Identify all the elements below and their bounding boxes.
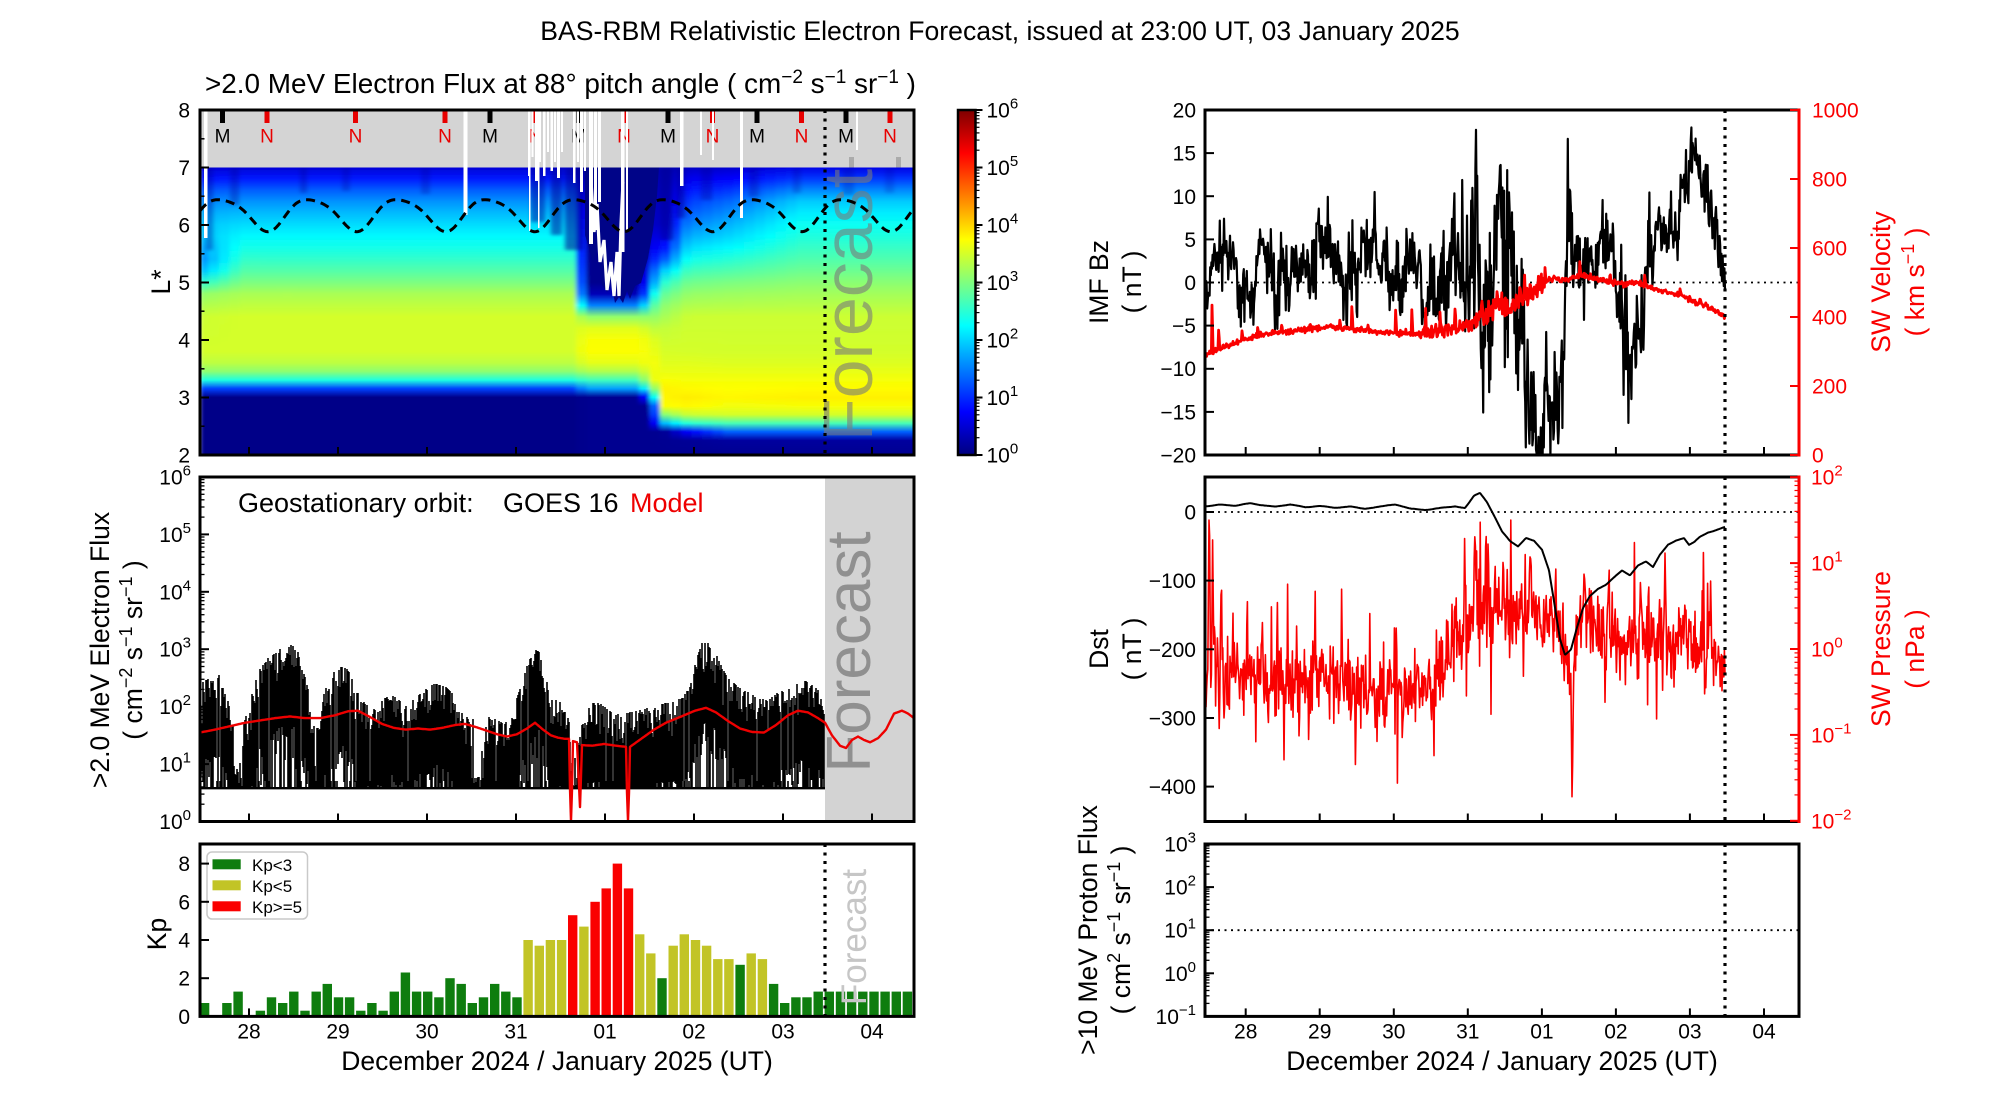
- svg-text:−5: −5: [1172, 315, 1196, 338]
- svg-text:Kp<3: Kp<3: [252, 856, 292, 875]
- svg-text:( nPa ): ( nPa ): [1900, 609, 1930, 689]
- svg-text:0: 0: [178, 1006, 190, 1029]
- svg-text:IMF Bz: IMF Bz: [1084, 240, 1114, 324]
- svg-text:Geostationary orbit:: Geostationary orbit:: [238, 488, 474, 518]
- svg-text:Forecast: Forecast: [809, 169, 887, 441]
- svg-text:10: 10: [1173, 186, 1196, 209]
- svg-text:103​: 103​: [987, 268, 1019, 295]
- svg-text:GOES 16: GOES 16: [503, 488, 619, 518]
- svg-text:Kp: Kp: [142, 918, 172, 950]
- svg-text:31: 31: [504, 1020, 527, 1043]
- svg-text:BAS-RBM Relativistic Electron: BAS-RBM Relativistic Electron Forecast, …: [540, 16, 1459, 46]
- svg-text:N: N: [795, 127, 809, 148]
- svg-text:Model: Model: [630, 488, 704, 518]
- svg-text:Dst: Dst: [1084, 628, 1114, 668]
- svg-text:03: 03: [1678, 1020, 1701, 1043]
- svg-text:100​: 100​: [987, 441, 1019, 468]
- svg-text:−10: −10: [1160, 358, 1196, 381]
- svg-text:December 2024 / January 2025 (: December 2024 / January 2025 (UT): [1286, 1046, 1718, 1076]
- svg-text:6: 6: [178, 215, 190, 238]
- svg-text:>2.0 MeV Electron Flux at 88°: >2.0 MeV Electron Flux at 88° pitch angl…: [205, 67, 916, 99]
- svg-text:−200: −200: [1149, 639, 1196, 662]
- svg-text:6: 6: [178, 891, 190, 914]
- svg-text:N: N: [438, 127, 452, 148]
- svg-text:02: 02: [682, 1020, 705, 1043]
- svg-text:−15: −15: [1160, 401, 1196, 424]
- svg-text:28: 28: [1234, 1020, 1257, 1043]
- svg-text:0: 0: [1812, 445, 1824, 468]
- svg-text:0: 0: [1184, 502, 1196, 525]
- svg-text:04: 04: [860, 1020, 884, 1043]
- svg-text:>10 MeV Proton Flux: >10 MeV Proton Flux: [1073, 805, 1103, 1055]
- svg-text:20: 20: [1173, 100, 1196, 123]
- svg-text:December 2024 / January 2025 (: December 2024 / January 2025 (UT): [341, 1046, 773, 1076]
- svg-text:101​: 101​: [987, 383, 1019, 410]
- svg-text:M: M: [749, 127, 765, 148]
- svg-text:4: 4: [178, 330, 190, 353]
- svg-text:30: 30: [1382, 1020, 1405, 1043]
- svg-text:( nT ): ( nT ): [1117, 618, 1147, 681]
- svg-text:Kp<5: Kp<5: [252, 877, 292, 896]
- svg-text:800: 800: [1812, 169, 1847, 192]
- svg-text:N: N: [260, 127, 274, 148]
- svg-text:−100: −100: [1149, 570, 1196, 593]
- svg-text:100​: 100​: [159, 807, 191, 834]
- svg-text:M: M: [482, 127, 498, 148]
- svg-text:Forecast: Forecast: [815, 531, 884, 772]
- svg-text:01: 01: [593, 1020, 616, 1043]
- svg-text:L*: L*: [146, 269, 176, 294]
- svg-text:SW Velocity: SW Velocity: [1866, 211, 1896, 353]
- svg-text:15: 15: [1173, 143, 1196, 166]
- svg-text:200: 200: [1812, 376, 1847, 399]
- svg-text:−400: −400: [1149, 776, 1196, 799]
- svg-text:5: 5: [1184, 229, 1196, 252]
- svg-text:8: 8: [178, 100, 190, 123]
- svg-text:−300: −300: [1149, 708, 1196, 731]
- svg-text:>2.0 MeV Electron Flux: >2.0 MeV Electron Flux: [85, 512, 115, 788]
- svg-text:−20: −20: [1160, 445, 1196, 468]
- svg-text:29: 29: [1308, 1020, 1331, 1043]
- svg-text:0: 0: [1184, 272, 1196, 295]
- svg-text:8: 8: [178, 853, 190, 876]
- svg-text:01: 01: [1530, 1020, 1553, 1043]
- svg-text:400: 400: [1812, 307, 1847, 330]
- svg-text:SW Pressure: SW Pressure: [1866, 571, 1896, 727]
- svg-text:N: N: [349, 127, 363, 148]
- svg-text:( nT ): ( nT ): [1117, 251, 1147, 314]
- svg-text:3: 3: [178, 387, 190, 410]
- svg-text:M: M: [215, 127, 231, 148]
- svg-text:1000: 1000: [1812, 100, 1859, 123]
- svg-text:( km s−1​ ): ( km s−1​ ): [1898, 228, 1930, 337]
- svg-text:600: 600: [1812, 238, 1847, 261]
- svg-text:2: 2: [178, 445, 190, 468]
- svg-text:7: 7: [178, 157, 190, 180]
- svg-text:4: 4: [178, 930, 190, 953]
- svg-text:N: N: [883, 127, 897, 148]
- svg-text:31: 31: [1456, 1020, 1479, 1043]
- svg-text:28: 28: [237, 1020, 260, 1043]
- svg-text:Kp>=5: Kp>=5: [252, 898, 302, 917]
- svg-text:29: 29: [326, 1020, 349, 1043]
- svg-text:02: 02: [1604, 1020, 1627, 1043]
- svg-text:30: 30: [415, 1020, 438, 1043]
- svg-text:04: 04: [1752, 1020, 1776, 1043]
- svg-text:03: 03: [771, 1020, 794, 1043]
- svg-text:2: 2: [178, 968, 190, 991]
- svg-text:M: M: [838, 127, 854, 148]
- svg-text:M: M: [660, 127, 676, 148]
- svg-text:Forecast: Forecast: [835, 869, 874, 1005]
- svg-text:5: 5: [178, 272, 190, 295]
